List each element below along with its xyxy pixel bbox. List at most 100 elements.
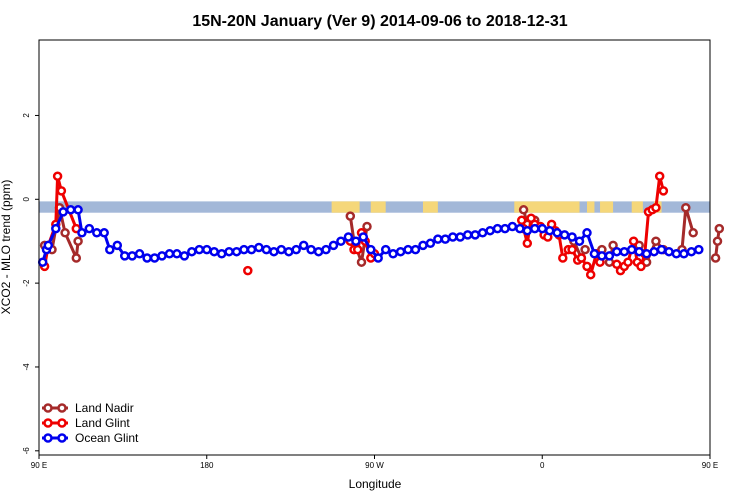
data-point <box>142 253 152 263</box>
data-point <box>623 257 633 267</box>
data-point <box>366 244 376 255</box>
land-patch <box>331 201 360 213</box>
y-axis: 2 0 -2 -4 -6 <box>22 113 39 455</box>
data-point <box>149 253 160 263</box>
data-point <box>343 232 354 242</box>
data-point <box>649 246 659 257</box>
data-point <box>164 249 175 259</box>
data-point <box>60 228 70 238</box>
chart-title: 15N-20N January (Ver 9) 2014-09-06 to 20… <box>192 13 567 30</box>
data-point <box>51 223 61 234</box>
x-tick-label: 180 <box>200 461 214 470</box>
data-point <box>679 249 689 259</box>
data-point <box>52 171 63 181</box>
data-point <box>651 202 661 213</box>
data-point <box>73 205 83 215</box>
y-tick-label: 0 <box>22 197 31 202</box>
data-point <box>522 238 533 249</box>
y-tick-label: -6 <box>22 447 31 455</box>
data-point <box>380 244 391 255</box>
data-point <box>239 244 249 255</box>
data-point <box>313 246 324 257</box>
data-point <box>433 234 443 244</box>
data-point <box>628 236 639 246</box>
data-point <box>688 228 698 238</box>
data-point <box>261 244 272 255</box>
data-point <box>224 246 234 257</box>
data-point <box>530 223 540 234</box>
data-point <box>585 269 596 280</box>
data-point <box>395 246 406 257</box>
series-land-glint <box>39 171 669 280</box>
data-point <box>306 244 316 255</box>
data-point <box>284 246 294 257</box>
data-point <box>37 257 48 267</box>
data-point <box>216 249 227 259</box>
data-point <box>127 251 137 261</box>
data-point <box>651 236 661 246</box>
data-point <box>345 211 356 221</box>
land-patch <box>631 201 643 213</box>
data-point <box>641 249 652 259</box>
data-point <box>567 232 577 242</box>
data-point <box>654 171 665 181</box>
land-patch <box>586 201 595 213</box>
data-point <box>515 223 525 234</box>
data-point <box>714 223 725 234</box>
data-point <box>636 261 646 272</box>
data-point <box>321 244 331 255</box>
data-point <box>418 240 428 251</box>
x-axis: 90 E 180 90 W 0 90 E <box>31 455 718 470</box>
data-point <box>658 186 669 196</box>
data-point <box>522 225 533 236</box>
y-axis-label: XCO2 - MLO trend (ppm) <box>0 180 13 315</box>
data-point <box>254 242 264 253</box>
data-point <box>485 225 495 236</box>
y-tick-label: 2 <box>22 113 31 118</box>
data-point <box>43 240 54 251</box>
land-patch <box>370 201 386 213</box>
data-point <box>544 225 555 236</box>
data-point <box>425 238 436 249</box>
data-point <box>604 251 615 261</box>
data-point <box>626 244 637 255</box>
data-point <box>582 261 592 272</box>
data-point <box>589 249 600 259</box>
data-point <box>470 230 480 240</box>
data-point <box>582 228 592 238</box>
data-point <box>84 223 95 234</box>
data-point <box>276 244 287 255</box>
data-point <box>537 223 548 234</box>
data-point <box>373 253 383 263</box>
data-point <box>403 244 413 255</box>
data-point <box>362 221 372 232</box>
land-patch <box>422 201 438 213</box>
series-ocean-glint <box>37 205 704 267</box>
data-point <box>105 244 115 255</box>
legend-marker <box>43 403 53 413</box>
data-point <box>179 251 190 261</box>
land-ocean-band <box>39 201 710 213</box>
data-point <box>656 244 667 255</box>
data-point <box>328 240 339 251</box>
series-layer <box>37 171 725 280</box>
data-point <box>336 236 346 246</box>
land-patch <box>600 201 614 213</box>
data-point <box>58 207 68 217</box>
data-point <box>558 253 568 263</box>
x-tick-label: 90 W <box>365 461 384 470</box>
data-point <box>269 246 279 257</box>
data-point <box>500 223 510 234</box>
data-point <box>516 215 527 226</box>
data-point <box>194 244 205 255</box>
data-point <box>492 223 503 234</box>
data-point <box>187 246 197 257</box>
legend-marker <box>57 433 67 443</box>
data-point <box>119 251 130 261</box>
data-point <box>552 228 562 238</box>
data-point <box>351 236 361 246</box>
legend-marker <box>43 433 53 443</box>
data-point <box>576 253 587 263</box>
data-point <box>440 234 451 244</box>
